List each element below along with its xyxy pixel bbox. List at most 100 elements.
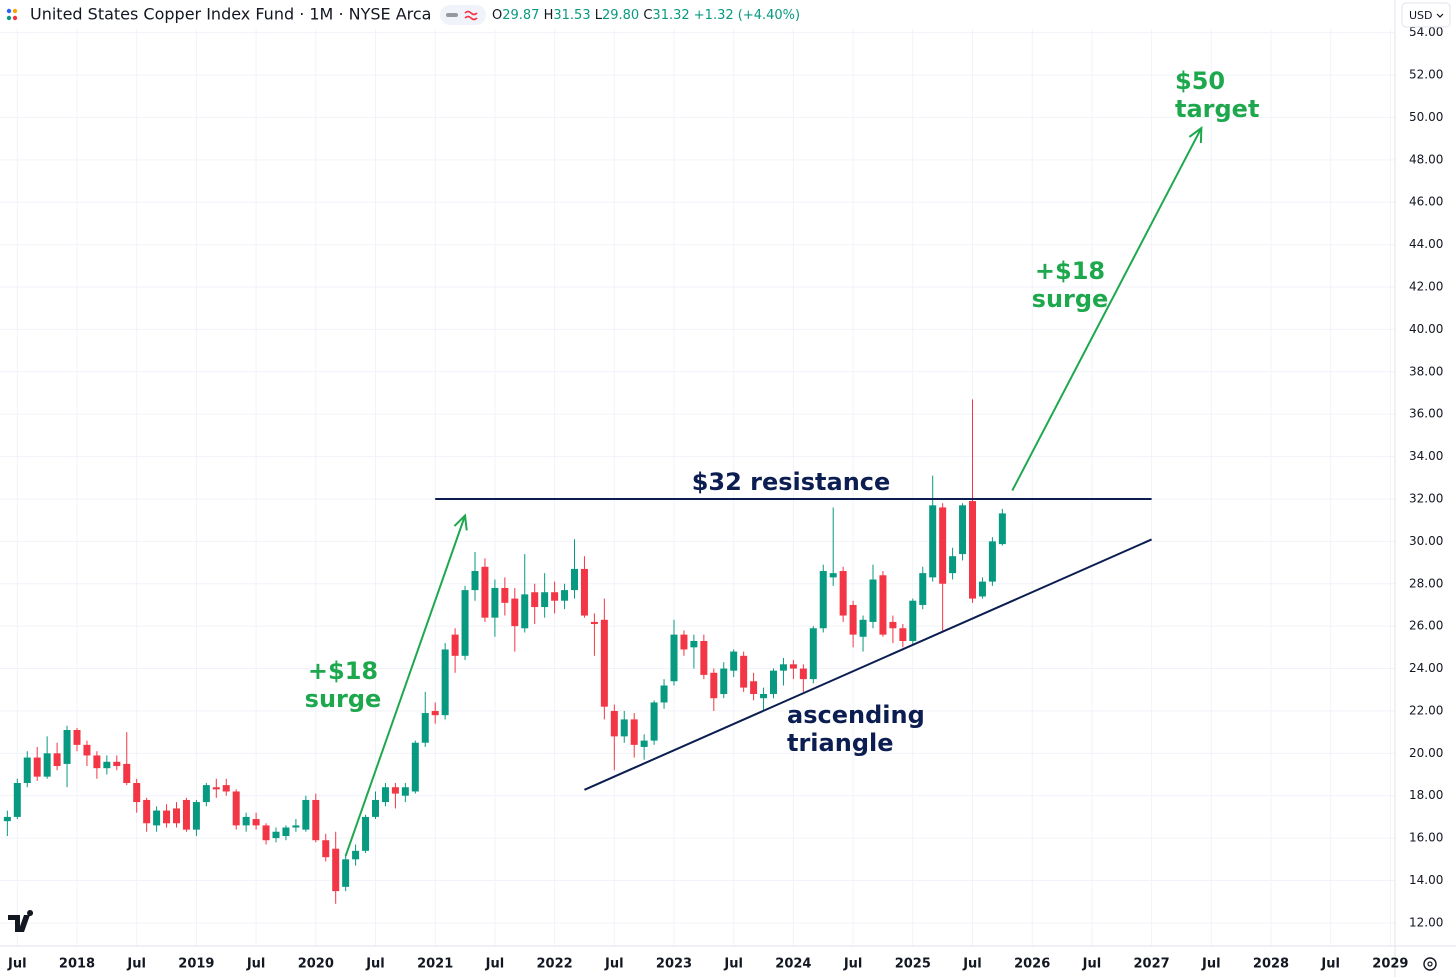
- y-tick-label: 38.00: [1409, 364, 1443, 378]
- candle-body: [133, 782, 141, 803]
- candle-body: [690, 640, 698, 648]
- x-tick-label: Jul: [604, 957, 624, 972]
- candle-body: [103, 761, 111, 769]
- candle-body: [899, 628, 907, 641]
- candle-body: [819, 571, 827, 629]
- candle-body: [849, 604, 857, 635]
- y-tick-label: 26.00: [1409, 619, 1443, 633]
- annotations: $32 resistanceascendingtriangle+$18surge…: [305, 67, 1260, 757]
- annotation: surge: [1032, 285, 1109, 313]
- annotation: $32 resistance: [692, 468, 891, 496]
- y-tick-label: 30.00: [1409, 534, 1443, 548]
- candle-body: [640, 740, 648, 747]
- candle-body: [262, 825, 270, 841]
- candle-body: [789, 664, 797, 669]
- annotation: +$18: [1035, 257, 1105, 285]
- candle-body: [770, 670, 777, 694]
- annotation: $50: [1175, 67, 1225, 95]
- ohlc-value: 29.80: [602, 8, 639, 23]
- y-tick-label: 40.00: [1409, 322, 1443, 336]
- x-tick-label: 2029: [1372, 957, 1408, 972]
- x-tick-label: Jul: [1082, 957, 1102, 972]
- arrow-head: [1188, 125, 1203, 144]
- candle-body: [730, 651, 738, 671]
- x-tick-label: 2026: [1014, 957, 1050, 972]
- candle-body: [13, 782, 21, 817]
- candle-body: [471, 571, 479, 591]
- candle-body: [143, 799, 151, 824]
- candle-body: [182, 799, 190, 830]
- candle-body: [461, 590, 469, 656]
- candle-body: [153, 810, 161, 826]
- candle-body: [809, 628, 817, 680]
- x-tick-label: 2024: [775, 957, 811, 972]
- candle-body: [481, 566, 489, 618]
- candle-body: [561, 590, 569, 601]
- candle-body: [829, 573, 837, 578]
- ohlc-legend: O29.87 H31.53 L29.80 C31.32 +1.32 (+4.40…: [492, 8, 800, 23]
- candle-body: [222, 785, 230, 792]
- candle-body: [362, 816, 370, 851]
- candle-body: [192, 802, 200, 830]
- candle-body: [282, 827, 290, 836]
- arrow: [344, 515, 466, 857]
- x-tick-label: Jul: [962, 957, 982, 972]
- candle-body: [292, 825, 300, 828]
- candle-body: [939, 507, 947, 584]
- candle-body: [212, 787, 220, 790]
- candle-body: [342, 859, 350, 887]
- candle-body: [73, 730, 81, 745]
- candle-body: [541, 592, 549, 608]
- candle-body: [670, 634, 678, 682]
- trend-line: [584, 538, 1153, 791]
- candle-body: [919, 573, 927, 605]
- ohlc-label: H: [544, 8, 554, 23]
- candle-body: [620, 719, 628, 737]
- header-bg: [0, 0, 1394, 29]
- candle-body: [869, 579, 877, 622]
- candle-body: [650, 702, 658, 741]
- candle-body: [43, 753, 51, 777]
- price-axis-panel: [1395, 0, 1456, 977]
- candle-body: [660, 685, 668, 703]
- x-tick-label: Jul: [843, 957, 863, 972]
- candle-body: [511, 598, 519, 627]
- y-tick-label: 14.00: [1409, 873, 1443, 887]
- candle-body: [332, 848, 340, 892]
- candle-body: [322, 840, 330, 858]
- ohlc-value: 31.53: [553, 8, 590, 23]
- candle-body: [998, 513, 1006, 545]
- candle-body: [312, 799, 320, 841]
- candle-body: [879, 575, 887, 635]
- y-tick-label: 18.00: [1409, 788, 1443, 802]
- candle-body: [173, 808, 180, 824]
- candle-body: [909, 600, 917, 641]
- y-tick-label: 48.00: [1409, 152, 1443, 166]
- symbol-title: United States Copper Index Fund · 1M · N…: [30, 5, 431, 24]
- candle-body: [83, 744, 91, 756]
- candle-body: [929, 505, 937, 578]
- candle-body: [889, 621, 897, 629]
- candle-body: [799, 668, 807, 680]
- candle-body: [451, 634, 459, 656]
- x-tick-label: Jul: [365, 957, 385, 972]
- ohlc-label: L: [595, 8, 603, 23]
- x-tick-label: 2020: [298, 957, 334, 972]
- ohlc-label: C: [643, 8, 652, 23]
- settings-icon[interactable]: [1423, 957, 1437, 971]
- currency-caret: [1436, 13, 1444, 18]
- candle-body: [381, 787, 389, 803]
- candle-body: [232, 791, 240, 826]
- annotation: triangle: [787, 729, 894, 757]
- logo: [8, 910, 34, 932]
- candle-body: [760, 693, 768, 699]
- candle-body: [590, 621, 598, 625]
- x-tick-label: Jul: [7, 957, 27, 972]
- candle-body: [988, 541, 996, 582]
- currency-button[interactable]: [1401, 2, 1451, 28]
- candle-body: [959, 505, 967, 555]
- candle-body: [93, 755, 101, 769]
- candle-body: [531, 592, 539, 608]
- currency-label: USD: [1409, 9, 1433, 22]
